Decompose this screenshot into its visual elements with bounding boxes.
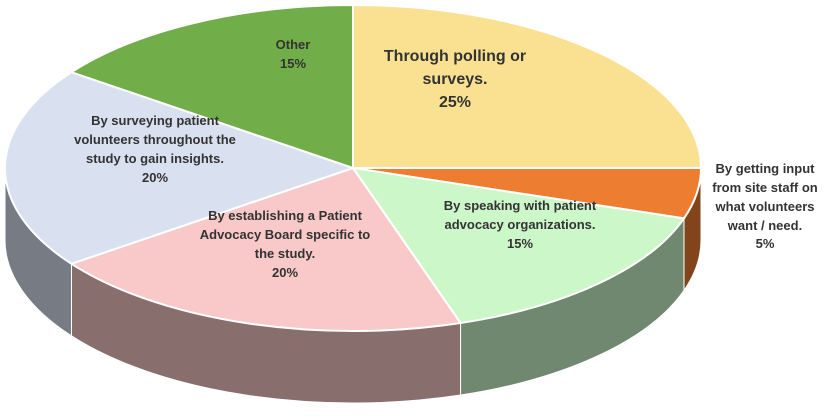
- category: Through polling or surveys.: [383, 48, 527, 89]
- slice: [4, 71, 357, 265]
- slice-label: By establishing a Patient Advocacy Board…: [190, 207, 380, 282]
- category: By getting input from site staff on what…: [712, 161, 818, 233]
- value-label: 20%: [141, 169, 169, 185]
- category: By surveying patient volunteers througho…: [74, 113, 236, 166]
- slice: [69, 166, 463, 332]
- slice-label: By getting input from site staff on what…: [705, 160, 825, 254]
- category: By establishing a Patient Advocacy Board…: [199, 208, 371, 261]
- value-label: 20%: [271, 264, 299, 280]
- category: Other: [275, 37, 311, 52]
- category: By speaking with patient advocacy organi…: [443, 198, 597, 232]
- slice: [69, 3, 354, 170]
- slice-label: Other 15%: [248, 36, 338, 74]
- slice: [350, 166, 686, 325]
- value-label: 5%: [755, 236, 775, 252]
- slice: [352, 3, 703, 169]
- slice-label: By speaking with patient advocacy organi…: [440, 197, 600, 254]
- slice-label: By surveying patient volunteers througho…: [65, 112, 245, 187]
- slice-label: Through polling or surveys. 25%: [360, 45, 550, 115]
- value-label: 15%: [506, 235, 534, 251]
- value-label: 15%: [279, 55, 307, 71]
- value-label: 25%: [438, 94, 472, 112]
